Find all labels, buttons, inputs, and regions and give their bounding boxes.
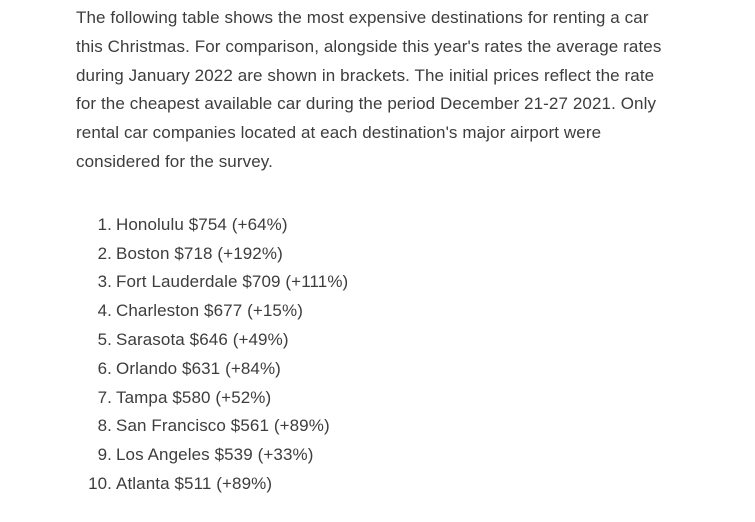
list-item-entry: Sarasota $646 (+49%) xyxy=(116,326,289,355)
price-value: $580 xyxy=(172,387,211,407)
change-percent: (+192%) xyxy=(217,243,283,263)
price-value: $677 xyxy=(204,301,243,321)
city-name: Tampa xyxy=(116,387,168,407)
city-name: Sarasota xyxy=(116,329,185,349)
city-name: Fort Lauderdale xyxy=(116,272,238,292)
list-item: 2. Boston $718 (+192%) xyxy=(76,240,666,269)
city-name: Orlando xyxy=(116,358,178,378)
change-percent: (+111%) xyxy=(285,272,349,292)
list-item-entry: San Francisco $561 (+89%) xyxy=(116,412,330,441)
change-percent: (+84%) xyxy=(225,358,281,378)
rank-number: 4. xyxy=(97,301,112,321)
list-item-entry: Honolulu $754 (+64%) xyxy=(116,211,288,240)
rank-number: 7. xyxy=(97,387,112,407)
list-item: 6. Orlando $631 (+84%) xyxy=(76,355,666,384)
list-item: 4. Charleston $677 (+15%) xyxy=(76,297,666,326)
list-item-entry: Fort Lauderdale $709 (+111%) xyxy=(116,268,348,297)
destination-ranking-list: 1. Honolulu $754 (+64%) 2. Boston $718 (… xyxy=(76,211,666,499)
city-name: Atlanta xyxy=(116,473,170,493)
intro-paragraph: The following table shows the most expen… xyxy=(76,8,662,171)
list-item: 10. Atlanta $511 (+89%) xyxy=(76,470,666,499)
price-value: $718 xyxy=(174,243,213,263)
rank-number: 10. xyxy=(88,473,112,493)
price-value: $631 xyxy=(182,358,221,378)
list-item-entry: Orlando $631 (+84%) xyxy=(116,355,281,384)
list-item: 3. Fort Lauderdale $709 (+111%) xyxy=(76,268,666,297)
price-value: $709 xyxy=(242,272,281,292)
list-item-entry: Atlanta $511 (+89%) xyxy=(116,470,272,499)
change-percent: (+89%) xyxy=(273,416,330,436)
list-item-entry: Charleston $677 (+15%) xyxy=(116,297,303,326)
change-percent: (+64%) xyxy=(231,214,288,234)
list-item: 7. Tampa $580 (+52%) xyxy=(76,384,666,413)
rank-number: 5. xyxy=(97,329,112,349)
rank-number: 3. xyxy=(97,272,112,292)
change-percent: (+15%) xyxy=(247,301,303,321)
rank-number: 8. xyxy=(97,416,112,436)
article-page: The following table shows the most expen… xyxy=(76,8,666,499)
change-percent: (+89%) xyxy=(216,473,273,493)
change-percent: (+52%) xyxy=(215,387,272,407)
list-item: 9. Los Angeles $539 (+33%) xyxy=(76,441,666,470)
city-name: San Francisco xyxy=(116,416,226,436)
rank-number: 1. xyxy=(97,214,112,234)
change-percent: (+49%) xyxy=(232,329,289,349)
list-item: 5. Sarasota $646 (+49%) xyxy=(76,326,666,355)
city-name: Honolulu xyxy=(116,214,184,234)
list-item: 8. San Francisco $561 (+89%) xyxy=(76,412,666,441)
list-item: 1. Honolulu $754 (+64%) xyxy=(76,211,666,240)
rank-number: 2. xyxy=(97,243,112,263)
change-percent: (+33%) xyxy=(257,445,314,465)
city-name: Charleston xyxy=(116,301,200,321)
price-value: $646 xyxy=(189,329,228,349)
rank-number: 6. xyxy=(97,358,112,378)
list-item-entry: Los Angeles $539 (+33%) xyxy=(116,441,313,470)
price-value: $754 xyxy=(188,214,227,234)
city-name: Los Angeles xyxy=(116,445,210,465)
rank-number: 9. xyxy=(97,445,112,465)
list-item-entry: Boston $718 (+192%) xyxy=(116,240,283,269)
list-item-entry: Tampa $580 (+52%) xyxy=(116,384,271,413)
price-value: $539 xyxy=(214,445,253,465)
city-name: Boston xyxy=(116,243,170,263)
price-value: $511 xyxy=(174,473,212,493)
price-value: $561 xyxy=(230,416,270,436)
